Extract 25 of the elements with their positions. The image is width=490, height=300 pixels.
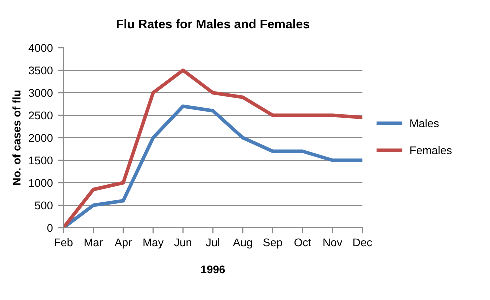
y-tick-label: 3500 (28, 66, 53, 75)
x-tick-label: Aug (233, 238, 252, 249)
x-axis-title: 1996 (201, 266, 226, 274)
x-tick-label: Mar (84, 238, 103, 247)
x-tick-label: Dec (354, 238, 372, 247)
x-tick-label: Apr (114, 238, 132, 249)
y-tick-label: 0 (48, 224, 53, 232)
y-tick-label: 2500 (29, 112, 53, 120)
y-axis-title: No. of cases of flu (12, 90, 21, 186)
y-tick-label: 4000 (28, 44, 53, 52)
x-tick-label: Sep (264, 238, 282, 249)
x-tick-label: May (144, 238, 164, 249)
legend-label: Males (410, 119, 439, 128)
x-tick-label: Nov (324, 238, 343, 247)
x-tick-label: Jun (174, 238, 192, 247)
x-tick-label: Jul (206, 238, 220, 247)
y-tick-label: 1500 (29, 156, 53, 165)
x-tick-label: Feb (55, 238, 73, 247)
legend-label: Females (410, 146, 452, 154)
y-tick-label: 2000 (29, 134, 53, 142)
y-tick-label: 500 (35, 202, 53, 210)
x-tick-label: Oct (294, 238, 312, 247)
y-tick-label: 3000 (28, 89, 53, 98)
chart-title: Flu Rates for Males and Females (117, 19, 310, 29)
y-tick-label: 1000 (29, 179, 53, 188)
